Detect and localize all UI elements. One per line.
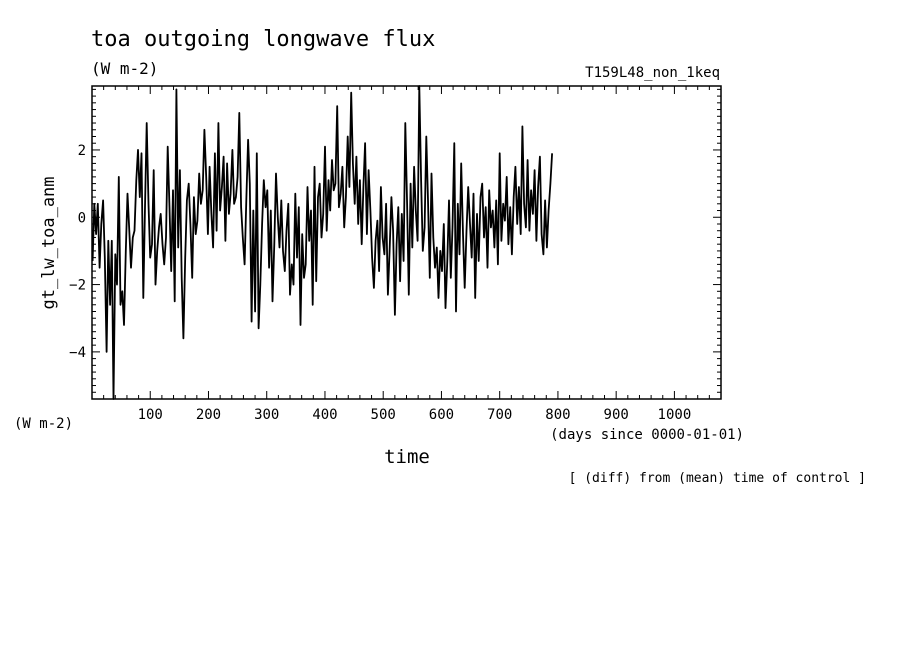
x-tick-label: 600: [429, 407, 454, 423]
footnote: [ (diff) from (mean) time of control ]: [569, 471, 866, 486]
x-tick-label: 200: [196, 407, 221, 423]
chart-title: toa outgoing longwave flux: [91, 27, 435, 52]
x-tick-label: 700: [487, 407, 512, 423]
x-tick-label: 300: [254, 407, 279, 423]
y-tick-label: 0: [78, 210, 86, 226]
x-tick-label: 1000: [658, 407, 692, 423]
series-line: [91, 85, 553, 400]
x-axis-unit: (days since 0000-01-01): [550, 427, 744, 443]
plot-frame: [91, 85, 722, 400]
title-unit: (W m-2): [91, 59, 158, 78]
x-tick-label: 800: [545, 407, 570, 423]
x-tick-label: 400: [312, 407, 337, 423]
x-tick-label: 100: [138, 407, 163, 423]
x-tick-label: 900: [604, 407, 629, 423]
y-axis-unit: (W m-2): [14, 416, 73, 432]
x-axis-label: time: [384, 446, 430, 468]
y-tick-label: −2: [69, 278, 86, 294]
x-tick-label: 500: [371, 407, 396, 423]
experiment-label: T159L48_non_1keq: [585, 65, 720, 81]
axis-tick-labels: 100 200 300 400 500 600 700 800 900 1000 −4 −2 0 2: [69, 143, 691, 423]
series-line-group: [91, 85, 553, 400]
y-tick-label: 2: [78, 143, 86, 159]
y-tick-label: −4: [69, 345, 86, 361]
y-axis-label: gt_lw_toa_anm: [39, 176, 59, 309]
